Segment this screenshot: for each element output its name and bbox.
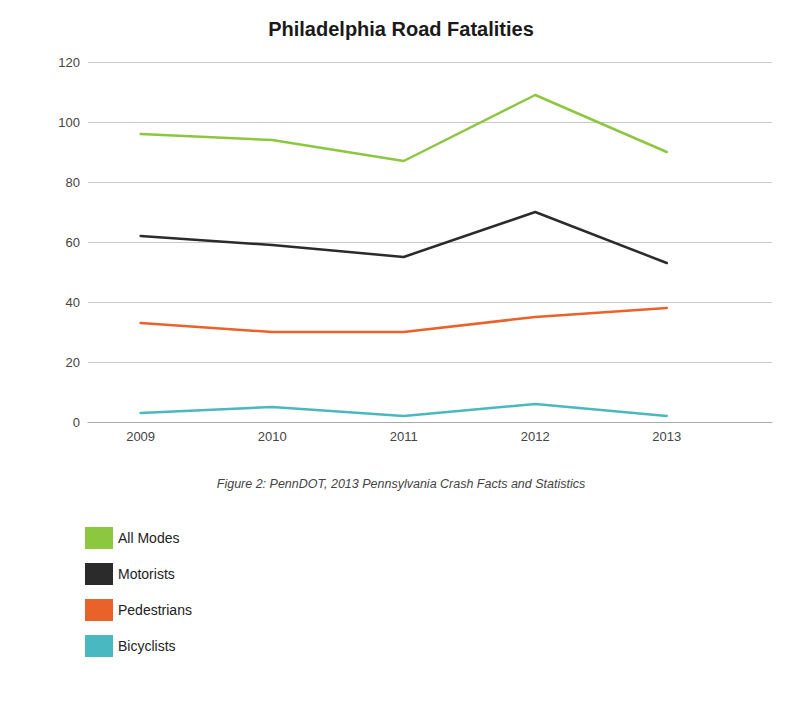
svg-text:40: 40 xyxy=(66,295,80,310)
svg-text:All Modes: All Modes xyxy=(118,530,179,546)
svg-text:Bicyclists: Bicyclists xyxy=(118,638,176,654)
svg-text:2013: 2013 xyxy=(652,429,681,444)
svg-text:0: 0 xyxy=(73,415,80,430)
svg-text:Figure 2: PennDOT, 2013 Pennsy: Figure 2: PennDOT, 2013 Pennsylvania Cra… xyxy=(217,477,585,491)
svg-text:80: 80 xyxy=(66,175,80,190)
svg-text:Philadelphia Road Fatalities: Philadelphia Road Fatalities xyxy=(268,18,534,40)
svg-text:20: 20 xyxy=(66,355,80,370)
svg-text:2010: 2010 xyxy=(258,429,287,444)
svg-text:120: 120 xyxy=(58,55,80,70)
svg-text:100: 100 xyxy=(58,115,80,130)
svg-text:2012: 2012 xyxy=(521,429,550,444)
svg-text:2011: 2011 xyxy=(390,429,418,444)
svg-text:60: 60 xyxy=(66,235,80,250)
svg-text:2009: 2009 xyxy=(126,429,155,444)
svg-text:Motorists: Motorists xyxy=(118,566,175,582)
svg-text:Pedestrians: Pedestrians xyxy=(118,602,192,618)
